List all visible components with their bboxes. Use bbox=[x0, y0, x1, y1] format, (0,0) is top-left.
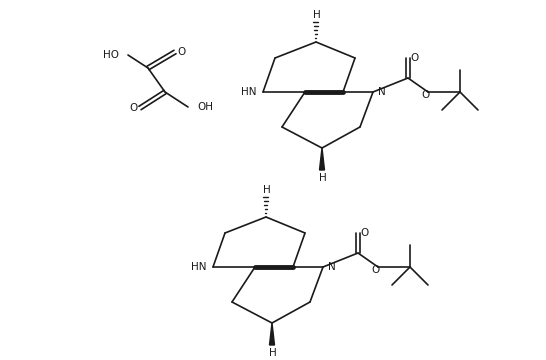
Text: H: H bbox=[263, 185, 271, 195]
Text: O: O bbox=[372, 265, 380, 275]
Text: H: H bbox=[313, 10, 321, 20]
Text: H: H bbox=[269, 348, 277, 358]
Text: OH: OH bbox=[197, 102, 213, 112]
Text: O: O bbox=[411, 53, 419, 63]
Text: O: O bbox=[178, 47, 186, 57]
Polygon shape bbox=[319, 148, 324, 170]
Text: HO: HO bbox=[103, 50, 119, 60]
Text: HN: HN bbox=[241, 87, 257, 97]
Text: N: N bbox=[378, 87, 386, 97]
Text: O: O bbox=[422, 90, 430, 100]
Text: HN: HN bbox=[192, 262, 207, 272]
Polygon shape bbox=[270, 323, 275, 345]
Text: O: O bbox=[129, 103, 137, 113]
Text: N: N bbox=[328, 262, 336, 272]
Text: O: O bbox=[361, 228, 369, 238]
Text: H: H bbox=[319, 173, 327, 183]
